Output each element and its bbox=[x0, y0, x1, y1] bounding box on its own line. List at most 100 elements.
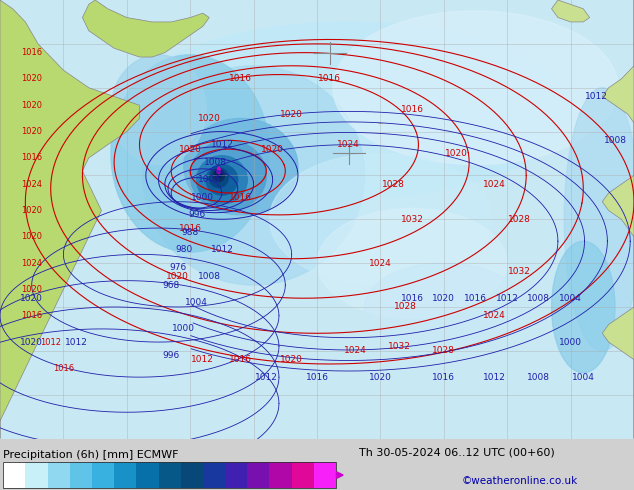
Text: 1016: 1016 bbox=[21, 311, 42, 320]
Polygon shape bbox=[602, 0, 634, 439]
Text: 980: 980 bbox=[175, 245, 193, 254]
Text: 1020: 1020 bbox=[20, 338, 43, 346]
Text: 976: 976 bbox=[169, 263, 186, 272]
Text: 1024: 1024 bbox=[483, 311, 506, 320]
Bar bbox=[158, 462, 181, 488]
Text: 1032: 1032 bbox=[508, 268, 531, 276]
Bar bbox=[181, 462, 203, 488]
Bar bbox=[92, 462, 114, 488]
Text: 1016: 1016 bbox=[464, 294, 487, 303]
Text: 1000: 1000 bbox=[559, 338, 582, 346]
Ellipse shape bbox=[564, 88, 634, 351]
Text: 1020: 1020 bbox=[166, 272, 189, 281]
Text: 1016: 1016 bbox=[432, 373, 455, 382]
Bar bbox=[136, 462, 158, 488]
Text: 1008: 1008 bbox=[198, 272, 221, 281]
Ellipse shape bbox=[197, 156, 247, 204]
Text: 1016: 1016 bbox=[179, 223, 202, 233]
Text: 1016: 1016 bbox=[230, 74, 252, 83]
Text: 1020: 1020 bbox=[198, 114, 221, 123]
Text: 1004: 1004 bbox=[198, 175, 221, 184]
Text: 1020: 1020 bbox=[21, 232, 42, 241]
Text: 1020: 1020 bbox=[432, 294, 455, 303]
Text: 1004: 1004 bbox=[185, 298, 208, 307]
Ellipse shape bbox=[190, 140, 266, 211]
Text: 1028: 1028 bbox=[432, 346, 455, 355]
Ellipse shape bbox=[552, 241, 615, 373]
Text: 996: 996 bbox=[162, 351, 180, 360]
Text: 1004: 1004 bbox=[559, 294, 582, 303]
Text: 1000: 1000 bbox=[172, 324, 195, 333]
Ellipse shape bbox=[111, 55, 206, 165]
Text: 1024: 1024 bbox=[21, 259, 42, 268]
Text: 1020: 1020 bbox=[261, 145, 284, 153]
Bar bbox=[269, 462, 292, 488]
Text: 1020: 1020 bbox=[445, 149, 468, 158]
Text: 1012: 1012 bbox=[496, 294, 519, 303]
Text: 1012: 1012 bbox=[210, 140, 233, 149]
Text: 1004: 1004 bbox=[572, 373, 595, 382]
Text: 996: 996 bbox=[188, 210, 205, 220]
Bar bbox=[225, 462, 247, 488]
Text: 1028: 1028 bbox=[382, 180, 404, 189]
Text: ©weatheronline.co.uk: ©weatheronline.co.uk bbox=[462, 476, 578, 486]
Text: 1024: 1024 bbox=[369, 259, 392, 268]
Text: 968: 968 bbox=[162, 281, 180, 290]
Ellipse shape bbox=[217, 169, 221, 173]
Text: 1020: 1020 bbox=[369, 373, 392, 382]
Text: 1020: 1020 bbox=[280, 110, 303, 119]
Bar bbox=[3, 462, 336, 488]
Text: 1020: 1020 bbox=[21, 206, 42, 215]
Text: 1008: 1008 bbox=[527, 294, 550, 303]
Ellipse shape bbox=[333, 11, 618, 165]
Bar bbox=[314, 462, 336, 488]
Bar bbox=[247, 462, 269, 488]
Text: 1024: 1024 bbox=[21, 180, 42, 189]
Text: 1016: 1016 bbox=[21, 153, 42, 162]
Text: 1024: 1024 bbox=[344, 346, 366, 355]
Polygon shape bbox=[552, 0, 590, 22]
Text: 1016: 1016 bbox=[230, 355, 252, 364]
Text: 1016: 1016 bbox=[401, 105, 424, 114]
Text: 1012: 1012 bbox=[585, 92, 607, 101]
Bar bbox=[114, 462, 136, 488]
Text: 1024: 1024 bbox=[483, 180, 506, 189]
Bar bbox=[3, 462, 25, 488]
Ellipse shape bbox=[209, 168, 228, 188]
Text: 1020: 1020 bbox=[20, 294, 43, 303]
Text: 1016: 1016 bbox=[401, 294, 424, 303]
Text: 1012: 1012 bbox=[65, 338, 87, 346]
Bar bbox=[292, 462, 314, 488]
Ellipse shape bbox=[127, 22, 571, 197]
Text: 1008: 1008 bbox=[527, 373, 550, 382]
Bar bbox=[25, 462, 48, 488]
Text: 1016: 1016 bbox=[21, 48, 42, 57]
Ellipse shape bbox=[206, 165, 238, 195]
Text: 1008: 1008 bbox=[604, 136, 626, 145]
Ellipse shape bbox=[269, 153, 491, 285]
Text: 1016: 1016 bbox=[230, 193, 252, 202]
Text: 1008: 1008 bbox=[204, 158, 227, 167]
Text: –: – bbox=[169, 184, 174, 194]
Text: 1012: 1012 bbox=[210, 245, 233, 254]
Text: 1012: 1012 bbox=[191, 355, 214, 364]
Text: 1012: 1012 bbox=[40, 338, 61, 346]
Ellipse shape bbox=[216, 169, 222, 177]
Polygon shape bbox=[82, 0, 209, 57]
Text: 1016: 1016 bbox=[53, 364, 74, 373]
Text: 988: 988 bbox=[181, 228, 199, 237]
Bar bbox=[48, 462, 70, 488]
Ellipse shape bbox=[143, 66, 365, 285]
Text: Precipitation (6h) [mm] ECMWF: Precipitation (6h) [mm] ECMWF bbox=[3, 450, 179, 460]
Ellipse shape bbox=[317, 208, 507, 318]
Ellipse shape bbox=[184, 119, 298, 215]
Ellipse shape bbox=[213, 169, 224, 182]
Text: 1012: 1012 bbox=[483, 373, 506, 382]
Ellipse shape bbox=[217, 167, 220, 171]
Ellipse shape bbox=[111, 55, 269, 252]
Text: 1020: 1020 bbox=[21, 127, 42, 136]
Text: 1028: 1028 bbox=[508, 215, 531, 224]
Polygon shape bbox=[0, 0, 139, 439]
Text: 1032: 1032 bbox=[401, 215, 424, 224]
Text: 1020: 1020 bbox=[21, 101, 42, 110]
